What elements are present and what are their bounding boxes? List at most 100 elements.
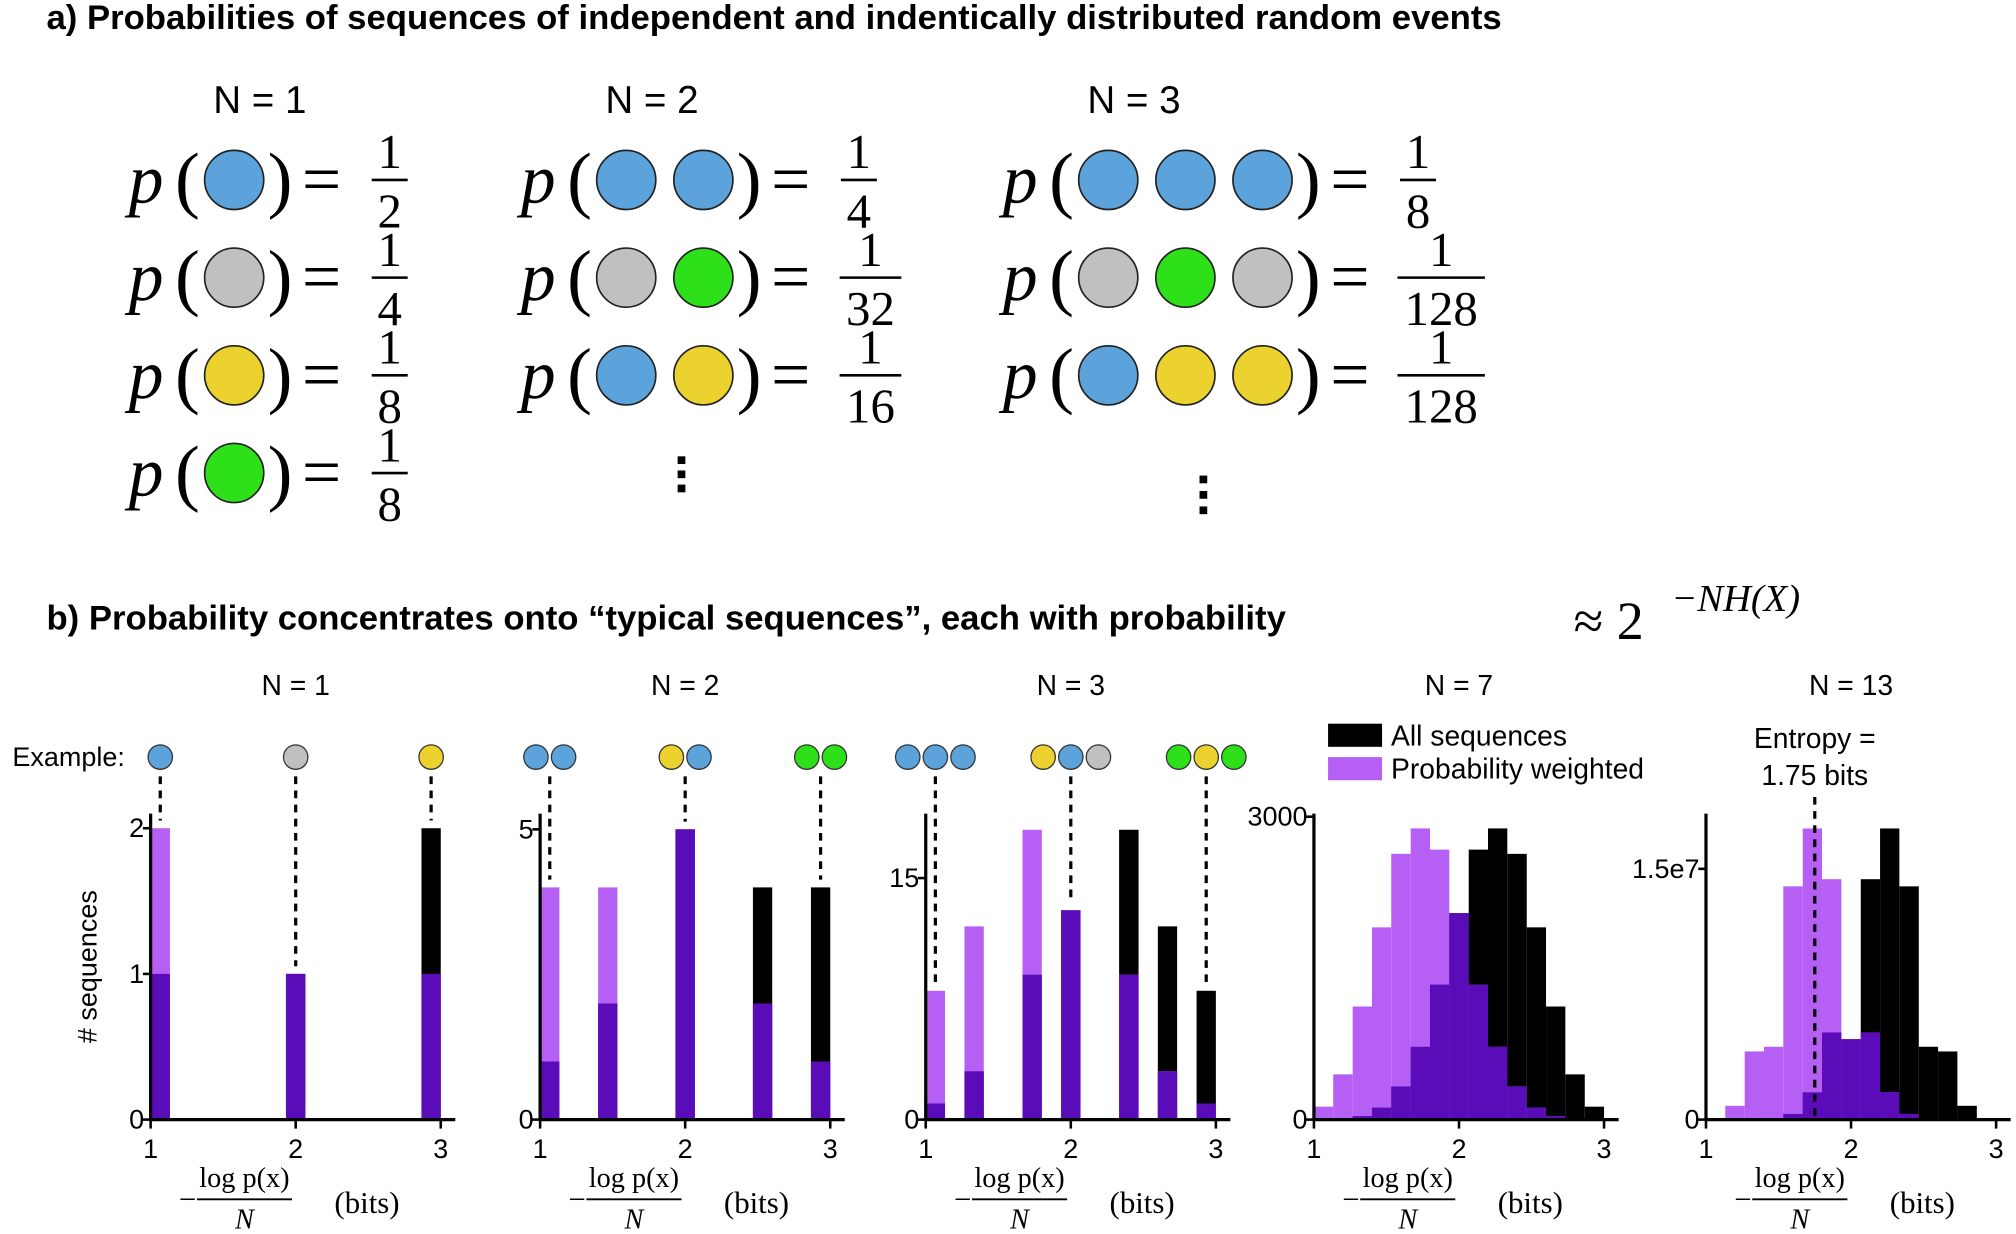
bar-overlap (925, 1103, 946, 1120)
example-circle (1057, 744, 1084, 770)
example-circle (282, 744, 309, 770)
example-circle (147, 744, 174, 770)
x-label-denominator: N (1009, 1204, 1031, 1234)
y-tick-label: 1.5e7 (1632, 854, 1700, 884)
annotation: Entropy = (1754, 722, 1876, 754)
panel-b-title-exponent: −NH(X) (1671, 578, 1800, 620)
event-circle (1154, 247, 1216, 309)
function-symbol: p (124, 239, 164, 316)
example-circle (1221, 744, 1247, 770)
event-circle (1232, 344, 1293, 406)
y-tick-label: 0 (519, 1105, 534, 1135)
panel-b-title-math: ≈ 2 (1574, 591, 1644, 651)
x-tick-label: 2 (1451, 1134, 1466, 1164)
equals: = (771, 141, 810, 218)
numerator: 1 (858, 222, 882, 277)
bar (1725, 1105, 1745, 1120)
paren: ) (737, 334, 762, 416)
equals: = (771, 337, 810, 414)
numerator: 1 (847, 124, 871, 179)
paren: ( (1049, 334, 1074, 416)
example-circle (1193, 744, 1220, 770)
example-circle (894, 744, 921, 770)
example-circle (658, 744, 685, 770)
example-circle (950, 744, 976, 770)
bar-overlap (285, 973, 306, 1120)
event-circle (595, 344, 657, 406)
paren: ) (268, 432, 293, 514)
bar-overlap (964, 1071, 984, 1120)
paren: ( (567, 139, 592, 221)
numerator: 1 (378, 417, 402, 472)
x-label-prefix: − (1734, 1182, 1751, 1216)
x-label-prefix: − (954, 1182, 971, 1216)
event-circle (672, 149, 734, 211)
example-circle (523, 744, 549, 770)
paren: ) (737, 237, 762, 319)
equals: = (1330, 141, 1369, 218)
bar (1802, 828, 1823, 1120)
bar (1584, 1106, 1605, 1120)
paren: ( (567, 334, 592, 416)
event-circle (1154, 149, 1216, 211)
x-label-numerator: log p(x) (1363, 1163, 1453, 1194)
x-tick-label: 3 (1597, 1134, 1612, 1164)
x-label-prefix: − (1342, 1182, 1359, 1216)
x-tick-label: 1 (918, 1134, 933, 1164)
x-label-denominator: N (1789, 1204, 1811, 1234)
x-tick-label: 3 (1989, 1134, 2004, 1164)
bar (1371, 927, 1392, 1120)
event-circle (1232, 247, 1293, 309)
paren: ) (268, 139, 293, 221)
bar (1899, 886, 1919, 1120)
bar (1783, 886, 1803, 1120)
denominator: 16 (846, 379, 895, 434)
bar-overlap (1371, 1107, 1392, 1120)
example-circle (922, 744, 949, 770)
y-tick-label: 1 (129, 959, 144, 989)
x-tick-label: 1 (143, 1134, 158, 1164)
y-label: # sequences (73, 890, 103, 1043)
example-circle (1030, 744, 1057, 770)
y-tick-label: 0 (904, 1105, 919, 1135)
bar-overlap (150, 973, 170, 1120)
example-circle (686, 744, 712, 770)
function-symbol: p (516, 337, 556, 414)
example-circle (1085, 744, 1112, 770)
x-tick-label: 2 (1063, 1134, 1078, 1164)
denominator: 8 (378, 379, 402, 434)
example-circle (1165, 744, 1192, 770)
bar-overlap (421, 973, 441, 1120)
chart-title: N = 1 (262, 669, 330, 701)
x-tick-label: 2 (288, 1134, 303, 1164)
bar-overlap (752, 1003, 773, 1120)
ellipsis-dot (677, 470, 686, 479)
equals: = (1330, 239, 1369, 316)
bar (1157, 926, 1178, 1120)
event-circle (1154, 344, 1216, 406)
event-circle (203, 344, 265, 406)
example-label: Example: (12, 742, 124, 772)
event-circle (672, 344, 734, 406)
x-label-unit: (bits) (1498, 1186, 1563, 1220)
denominator: 128 (1405, 379, 1478, 434)
numerator: 1 (378, 124, 402, 179)
x-label-numerator: log p(x) (589, 1163, 679, 1194)
function-symbol: p (998, 141, 1038, 218)
paren: ( (175, 334, 200, 416)
bar (1196, 990, 1216, 1120)
y-tick-label: 2 (129, 813, 144, 843)
paren: ) (268, 237, 293, 319)
chart-title: N = 13 (1809, 669, 1893, 701)
event-circle (1077, 149, 1139, 211)
denominator: 4 (847, 183, 871, 238)
bar (1507, 853, 1527, 1120)
bar-overlap (1546, 1116, 1566, 1120)
function-symbol: p (124, 435, 164, 512)
bar-overlap (810, 1061, 831, 1120)
function-symbol: p (516, 141, 556, 218)
bar-overlap (1860, 1032, 1881, 1120)
x-tick-label: 1 (533, 1134, 548, 1164)
